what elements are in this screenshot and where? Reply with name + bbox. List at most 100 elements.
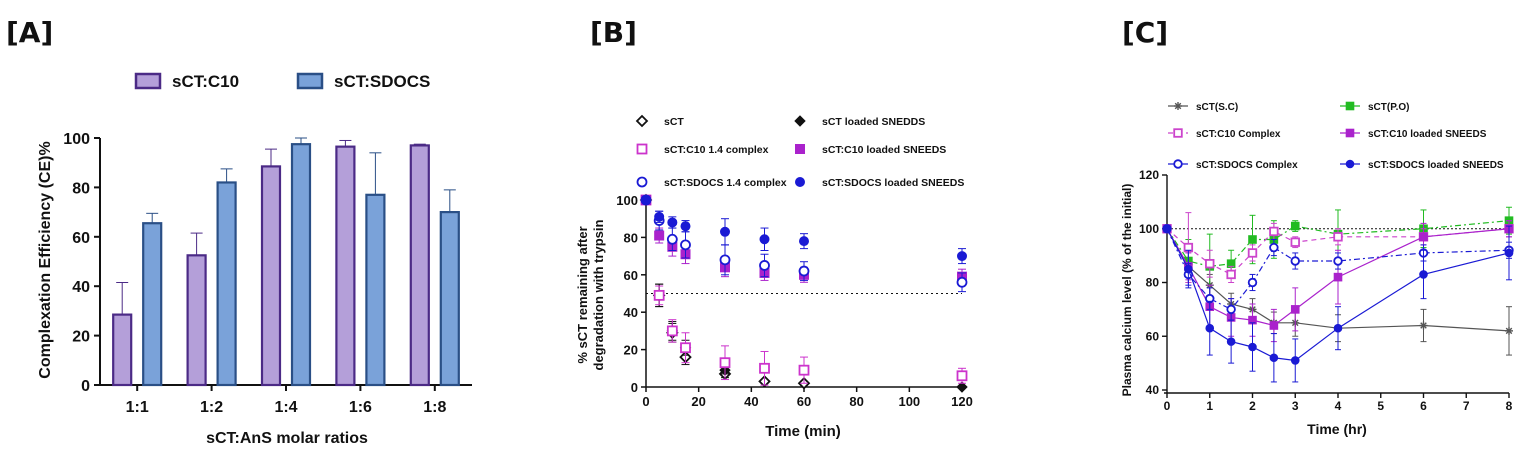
data-point xyxy=(798,265,810,277)
chart-b-x-axis-title: Time (min) xyxy=(765,423,841,440)
data-point xyxy=(720,226,730,237)
chart-b-x-tick-label: 20 xyxy=(691,394,705,409)
data-point xyxy=(666,325,678,337)
chart-c-x-tick-label: 2 xyxy=(1249,399,1256,413)
data-point xyxy=(759,362,770,374)
chart-b-y-tick-label: 20 xyxy=(624,343,638,358)
data-point xyxy=(641,195,651,205)
data-point xyxy=(759,234,770,245)
legend-label-sdocs: sCT:SDOCS xyxy=(334,72,430,91)
chart-a-y-tick-label: 0 xyxy=(81,378,90,395)
chart-a-x-tick-label: 1:1 xyxy=(126,399,149,416)
chart-a-axes: 0 20 40 60 80 100 1:1 1:2 1:4 1:6 1:8 xyxy=(63,131,472,416)
bar xyxy=(142,222,163,387)
data-point xyxy=(680,342,691,354)
chart-c-legend: sCT(S.C) sCT(P.O) sCT:C10 Complex sCT:C10 l… xyxy=(1168,101,1504,171)
data-point xyxy=(680,239,691,251)
data-point xyxy=(1333,232,1343,242)
chart-a-legend: sCT:C10 sCT:SDOCS xyxy=(134,72,430,91)
data-point xyxy=(1248,235,1257,244)
data-point xyxy=(1184,264,1193,274)
chart-a-marks xyxy=(112,137,460,387)
data-point xyxy=(1248,342,1257,352)
chart-b-x-tick-label: 120 xyxy=(951,394,973,409)
data-point xyxy=(666,233,678,245)
data-point xyxy=(667,217,678,228)
data-point xyxy=(956,370,968,382)
panel-label-c: [C] xyxy=(1122,16,1168,49)
bar xyxy=(365,193,386,387)
chart-a-y-tick-label: 20 xyxy=(72,329,90,346)
data-point xyxy=(1290,237,1300,247)
chart-c-x-tick-label: 3 xyxy=(1292,399,1299,413)
chart-a: sCT:C10 sCT:SDOCS 0 20 40 60 80 100 1:1 1:2 1:4 1… xyxy=(37,72,472,447)
legend-marker xyxy=(1345,159,1355,169)
chart-b-x-tick-label: 0 xyxy=(642,394,649,409)
error-bar xyxy=(220,168,233,183)
chart-a-x-tick-label: 1:4 xyxy=(274,399,297,416)
chart-c-y-tick-label: 40 xyxy=(1146,383,1160,397)
error-bar xyxy=(146,212,159,224)
chart-b: sCT sCT loaded SNEDDS sCT:C10 1.4 complex s… xyxy=(575,114,973,440)
legend-label: sCT(P.O) xyxy=(1368,102,1410,113)
chart-c-x-tick-label: 6 xyxy=(1420,399,1427,413)
data-point xyxy=(1290,256,1300,266)
legend-label: sCT xyxy=(664,116,684,128)
error-bar xyxy=(116,281,129,316)
data-point xyxy=(680,221,691,232)
data-point xyxy=(1226,269,1236,280)
chart-a-y-tick-label: 80 xyxy=(72,180,90,197)
error-bar xyxy=(190,232,203,256)
bar xyxy=(216,181,237,387)
legend-label: sCT(S.C) xyxy=(1196,102,1238,113)
bar xyxy=(112,313,133,387)
data-point xyxy=(1290,305,1300,314)
data-point xyxy=(1205,258,1215,269)
legend-label: sCT:C10 loaded SNEEDS xyxy=(822,144,946,156)
data-point xyxy=(759,260,770,271)
legend-label: sCT:C10 loaded SNEEDS xyxy=(1368,129,1487,140)
chart-b-y-tick-label: 0 xyxy=(631,380,638,395)
data-point xyxy=(1205,323,1215,333)
chart-a-y-tick-label: 100 xyxy=(63,131,90,148)
data-point xyxy=(1247,277,1258,288)
legend-label-c10: sCT:C10 xyxy=(172,72,239,91)
legend-label: sCT:C10 1.4 complex xyxy=(664,144,769,156)
chart-c-x-tick-label: 7 xyxy=(1463,399,1470,413)
data-point xyxy=(956,276,968,288)
legend-label: sCT:SDOCS 1.4 complex xyxy=(664,177,787,189)
data-point xyxy=(1333,323,1343,333)
legend-marker xyxy=(1173,159,1183,169)
data-point xyxy=(1162,224,1172,234)
data-point xyxy=(799,236,809,247)
data-point xyxy=(798,364,810,376)
error-bar xyxy=(443,189,456,213)
data-point xyxy=(1290,356,1300,365)
chart-c-y-tick-label: 60 xyxy=(1146,329,1160,343)
data-point xyxy=(1419,270,1428,279)
chart-a-y-axis-title: Complexation Efficiency (CE)% xyxy=(37,141,54,378)
chart-b-x-tick-label: 40 xyxy=(744,394,758,409)
legend-swatch-c10 xyxy=(134,72,162,90)
data-point xyxy=(1290,221,1300,231)
chart-b-y-axis-title-line2: degradation with trypsin xyxy=(591,219,606,370)
data-point xyxy=(1247,248,1258,258)
chart-c: sCT(S.C) sCT(P.O) sCT:C10 Complex sCT:C10 l… xyxy=(1120,101,1514,437)
series-line xyxy=(1166,228,1510,311)
data-point xyxy=(654,230,665,241)
chart-c-y-tick-label: 120 xyxy=(1139,168,1159,182)
legend-marker xyxy=(636,176,648,188)
chart-b-y-tick-label: 80 xyxy=(624,230,638,245)
chart-b-y-tick-label: 100 xyxy=(616,193,638,208)
chart-b-x-tick-label: 80 xyxy=(849,394,863,409)
chart-c-marks xyxy=(1162,206,1514,383)
chart-a-x-axis-title: sCT:AnS molar ratios xyxy=(206,430,368,447)
legend-marker xyxy=(794,115,806,127)
data-point xyxy=(1333,272,1343,282)
bar xyxy=(290,143,312,387)
data-point xyxy=(653,289,665,301)
chart-c-axes: 40 60 80 100 120 0 1 2 3 4 5 6 7 8 xyxy=(1139,168,1513,413)
legend-label: sCT:C10 Complex xyxy=(1196,129,1281,140)
chart-c-x-tick-label: 1 xyxy=(1206,399,1213,413)
